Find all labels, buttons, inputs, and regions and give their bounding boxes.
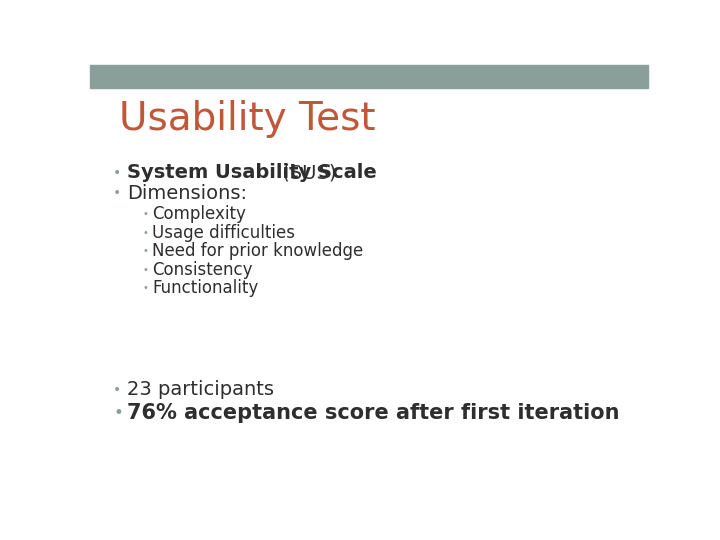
Text: •: • xyxy=(113,404,123,422)
Text: •: • xyxy=(143,246,148,256)
Text: Consistency: Consistency xyxy=(152,261,253,279)
Text: Complexity: Complexity xyxy=(152,205,246,223)
Bar xyxy=(90,65,648,88)
Text: (SUS): (SUS) xyxy=(276,163,336,182)
Text: •: • xyxy=(143,209,148,219)
Text: 76% acceptance score after first iteration: 76% acceptance score after first iterati… xyxy=(127,403,620,423)
Text: Need for prior knowledge: Need for prior knowledge xyxy=(152,242,364,260)
Text: •: • xyxy=(113,383,122,397)
Text: 23 participants: 23 participants xyxy=(127,380,274,399)
Text: •: • xyxy=(113,186,122,200)
Text: System Usability Scale: System Usability Scale xyxy=(127,163,377,182)
Text: Dimensions:: Dimensions: xyxy=(127,184,247,203)
Text: Usability Test: Usability Test xyxy=(120,100,376,138)
Text: •: • xyxy=(113,166,122,180)
Text: •: • xyxy=(143,265,148,275)
Text: Functionality: Functionality xyxy=(152,279,258,297)
Text: Usage difficulties: Usage difficulties xyxy=(152,224,295,242)
Text: •: • xyxy=(143,228,148,238)
Text: •: • xyxy=(143,283,148,293)
